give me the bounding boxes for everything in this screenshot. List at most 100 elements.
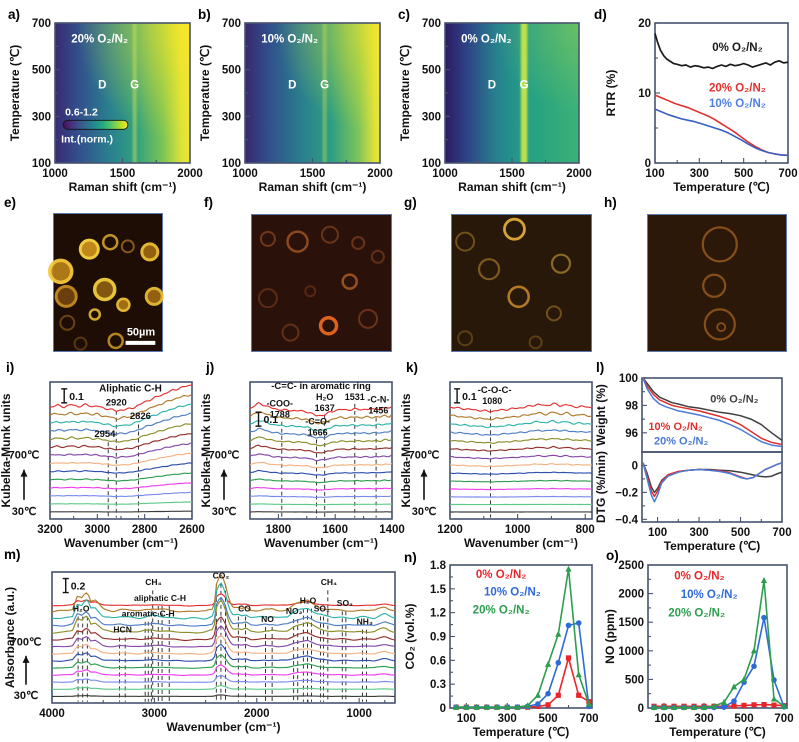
svg-text:SO₂: SO₂ <box>314 603 330 613</box>
svg-text:D: D <box>98 79 106 91</box>
svg-text:CO₂ (vol.%): CO₂ (vol.%) <box>403 603 417 669</box>
svg-text:10% O₂/N₂: 10% O₂/N₂ <box>681 589 738 601</box>
svg-text:1500: 1500 <box>300 168 326 180</box>
panel-o-no-chart: 100 300 500 700 Temperature (℃) 0 500 1000 1500 2… <box>600 556 799 742</box>
panel-g-label: g) <box>404 195 417 210</box>
panel-i-label: i) <box>6 360 15 375</box>
svg-text:700℃: 700℃ <box>11 636 42 648</box>
svg-text:-C-O-C-: -C-O-C- <box>478 385 512 396</box>
svg-text:0% O₂/N₂: 0% O₂/N₂ <box>710 393 758 405</box>
svg-text:H₂O: H₂O <box>300 595 317 605</box>
svg-text:700: 700 <box>32 18 51 30</box>
svg-text:100: 100 <box>654 713 673 725</box>
svg-text:500: 500 <box>625 674 644 686</box>
svg-text:10% O₂/N₂: 10% O₂/N₂ <box>709 98 766 110</box>
svg-text:3000: 3000 <box>85 524 111 536</box>
svg-text:30℃: 30℃ <box>14 690 39 702</box>
svg-text:300: 300 <box>689 527 708 539</box>
svg-text:Temperature (℃): Temperature (℃) <box>673 180 770 194</box>
svg-text:1.8: 1.8 <box>430 560 447 572</box>
svg-text:0% O₂/N₂: 0% O₂/N₂ <box>674 570 724 582</box>
svg-text:10% O₂/N₂: 10% O₂/N₂ <box>648 421 703 433</box>
svg-text:0% O₂/N₂: 0% O₂/N₂ <box>712 42 762 54</box>
svg-text:−0.2: −0.2 <box>615 487 638 499</box>
panel-e-micrograph: 50µm <box>47 213 164 352</box>
svg-text:100: 100 <box>645 168 664 180</box>
svg-text:Weight (%): Weight (%) <box>594 384 608 446</box>
svg-text:NO: NO <box>261 614 274 624</box>
svg-text:0: 0 <box>440 703 446 715</box>
svg-text:700: 700 <box>778 168 797 180</box>
svg-text:Aliphatic C-H: Aliphatic C-H <box>99 384 162 395</box>
svg-text:2800: 2800 <box>132 524 158 536</box>
svg-text:20% O₂/N₂: 20% O₂/N₂ <box>709 83 766 95</box>
panel-n-co2-chart: 100 300 500 700 Temperature (℃) 0 0.3 0.6 0.9 1.2… <box>400 556 600 742</box>
svg-text:1788: 1788 <box>270 410 290 420</box>
svg-text:−0.4: −0.4 <box>615 514 638 526</box>
svg-text:0% O₂/N₂: 0% O₂/N₂ <box>476 569 526 581</box>
svg-text:2500: 2500 <box>618 560 644 572</box>
svg-text:4000: 4000 <box>39 708 65 720</box>
panel-f-micrograph <box>251 214 392 352</box>
svg-text:1666: 1666 <box>308 427 328 437</box>
panel-b-label: b) <box>198 7 211 22</box>
svg-text:300: 300 <box>694 713 713 725</box>
svg-text:0.6: 0.6 <box>430 655 446 667</box>
svg-text:D: D <box>288 79 296 91</box>
panel-a-raman-heatmap: 1000 1500 2000 Raman shift (cm⁻¹) 100 300 500 7… <box>0 0 203 194</box>
svg-text:0% O₂/N₂: 0% O₂/N₂ <box>461 34 511 46</box>
svg-text:100: 100 <box>422 158 441 170</box>
panel-n-label: n) <box>404 550 417 565</box>
panel-k-ftir-stack: 1200 1000 800 Wavenumber (cm⁻¹) Kubelka-Munk… <box>399 372 600 560</box>
panel-d-rtr-chart: 100 300 500 700 Temperature (℃) 0 10 20 RTR (%) 0… <box>590 0 799 194</box>
panel-k-label: k) <box>406 360 419 375</box>
svg-text:Raman shift (cm⁻¹): Raman shift (cm⁻¹) <box>69 180 177 194</box>
svg-text:500: 500 <box>222 65 241 77</box>
svg-text:Temperature (℃): Temperature (℃) <box>669 725 766 739</box>
svg-text:1456: 1456 <box>368 406 388 416</box>
svg-text:Temperature (℃): Temperature (℃) <box>198 45 212 142</box>
svg-text:HCN: HCN <box>113 624 131 634</box>
svg-text:500: 500 <box>32 65 51 77</box>
svg-text:800: 800 <box>576 524 595 536</box>
svg-text:0: 0 <box>645 158 651 170</box>
panel-j-label: j) <box>206 360 215 375</box>
svg-text:98: 98 <box>625 400 638 412</box>
svg-text:Kubelka-Munk units: Kubelka-Munk units <box>0 393 13 507</box>
svg-text:1000: 1000 <box>232 168 258 180</box>
svg-text:-C=C- in aromatic ring: -C=C- in aromatic ring <box>271 381 371 392</box>
svg-text:1500: 1500 <box>499 168 525 180</box>
svg-text:100: 100 <box>32 158 51 170</box>
svg-text:Wavenumber (cm⁻¹): Wavenumber (cm⁻¹) <box>464 536 578 550</box>
panel-m-gas-ir-stack: 4000 3000 2000 1000 Wavenumber (cm⁻¹) Absorba… <box>0 556 432 742</box>
panel-g-micrograph <box>451 214 592 352</box>
svg-text:700℃: 700℃ <box>9 450 40 462</box>
svg-text:Wavenumber (cm⁻¹): Wavenumber (cm⁻¹) <box>167 720 281 734</box>
svg-text:NH₃: NH₃ <box>357 616 373 626</box>
svg-text:1.2: 1.2 <box>430 608 446 620</box>
svg-text:Raman shift (cm⁻¹): Raman shift (cm⁻¹) <box>458 180 566 194</box>
svg-text:1000: 1000 <box>346 708 372 720</box>
svg-text:Temperature (℃): Temperature (℃) <box>664 539 761 553</box>
panel-e-label: e) <box>4 195 17 210</box>
svg-text:3000: 3000 <box>142 708 168 720</box>
svg-text:700: 700 <box>579 713 598 725</box>
svg-text:300: 300 <box>222 111 241 123</box>
svg-text:10% O₂/N₂: 10% O₂/N₂ <box>261 34 318 46</box>
svg-text:aromatic C-H: aromatic C-H <box>122 609 175 619</box>
svg-text:1200: 1200 <box>437 524 463 536</box>
svg-text:500: 500 <box>422 65 441 77</box>
svg-text:1637: 1637 <box>315 403 335 413</box>
svg-text:1000: 1000 <box>505 524 531 536</box>
svg-text:aliphatic C-H: aliphatic C-H <box>134 593 186 603</box>
svg-text:-C=O-: -C=O- <box>305 416 330 426</box>
svg-text:1000: 1000 <box>618 646 644 658</box>
svg-text:Temperature (℃): Temperature (℃) <box>473 725 570 739</box>
svg-text:H₂O: H₂O <box>316 392 334 402</box>
svg-text:1.5: 1.5 <box>430 584 447 596</box>
svg-text:Absorbance (a.u.): Absorbance (a.u.) <box>3 587 17 688</box>
svg-text:NO (ppm): NO (ppm) <box>603 609 617 664</box>
svg-text:CH₄: CH₄ <box>321 577 337 587</box>
panel-m-label: m) <box>4 547 21 562</box>
svg-text:1080: 1080 <box>482 396 502 406</box>
